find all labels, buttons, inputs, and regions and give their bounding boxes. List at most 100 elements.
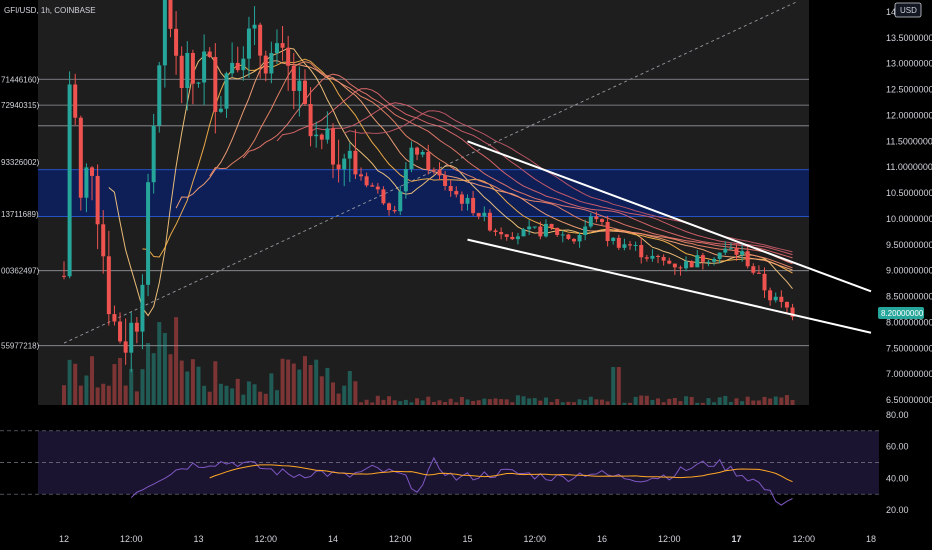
candle-body — [656, 255, 661, 257]
candle-body — [123, 341, 128, 353]
symbol-label: GFI/USD, 1h, COINBASE — [4, 6, 96, 15]
candle-body — [571, 238, 576, 242]
volume-bar — [123, 385, 128, 405]
currency-button[interactable] — [894, 2, 922, 18]
volume-bar — [510, 402, 515, 405]
dotted-trend — [63, 1, 798, 344]
volume-bar — [611, 367, 616, 405]
candle-body — [482, 212, 487, 217]
ma-line-0 — [108, 47, 793, 317]
candle-body — [297, 80, 302, 91]
candle-body — [538, 226, 543, 237]
candle-body — [409, 147, 414, 169]
volume-bar — [555, 399, 560, 405]
volume-bar — [549, 402, 554, 405]
time-axis: 12 12:00 13 12:00 14 12:00 15 12:00 16 12:00 17 12:… — [59, 534, 876, 544]
candle-body — [252, 24, 257, 29]
volume-bar — [762, 396, 767, 405]
volume-bar — [717, 397, 722, 405]
volume-bar — [134, 391, 139, 405]
volume-bar — [493, 398, 498, 405]
candle-body — [751, 266, 756, 273]
candle-body — [437, 169, 442, 176]
volume-bar — [151, 353, 156, 405]
highlight-zone — [38, 169, 809, 217]
ma-line-1 — [142, 58, 793, 274]
volume-bar — [583, 400, 588, 405]
volume-bar — [527, 398, 532, 405]
candle-body — [157, 65, 162, 126]
rsi-tick-1: 60.00 — [886, 442, 909, 452]
candle-body — [493, 230, 498, 232]
candle-body — [286, 47, 291, 66]
price-tick-11: 8.50000000 — [886, 292, 932, 302]
volume-bar — [521, 396, 526, 405]
rsi-line — [130, 456, 793, 506]
volume-bar — [487, 399, 492, 405]
rsi-axis: 80.00 60.00 40.00 20.00 — [886, 410, 909, 515]
price-tick-10: 9.00000000 — [886, 266, 932, 276]
candles — [62, 0, 795, 373]
candle-body — [134, 322, 139, 332]
volume-bar — [734, 398, 739, 405]
volume-bar — [723, 395, 728, 405]
volume-bar — [415, 398, 420, 405]
candle-body — [235, 62, 240, 71]
volume-bar — [515, 395, 520, 405]
volume-bar — [185, 371, 190, 405]
candle-body — [129, 322, 134, 353]
candle-body — [347, 150, 352, 159]
volume-bar — [162, 332, 167, 405]
volume-bar — [230, 388, 235, 405]
volume-bar — [67, 359, 72, 405]
candle-body — [331, 128, 335, 165]
rsi-lines — [130, 456, 793, 506]
candle-body — [426, 151, 431, 170]
volume-bar — [398, 401, 403, 405]
price-tick-5: 11.50000000 — [886, 136, 932, 146]
candle-body — [700, 255, 705, 262]
candle-body — [218, 108, 223, 112]
candle-body — [734, 248, 739, 255]
volume-bar — [106, 385, 111, 405]
volume-bar — [252, 384, 257, 405]
candle-body — [543, 223, 548, 237]
volume-bar — [302, 356, 307, 405]
candle-body — [415, 147, 420, 155]
candle-body — [583, 226, 588, 236]
volume-bar — [207, 391, 212, 405]
candle-body — [504, 234, 509, 237]
candle-body — [605, 221, 610, 242]
candle-body — [577, 235, 582, 242]
volume-bar — [560, 402, 565, 405]
ma-line-5 — [276, 88, 793, 259]
volume-bar — [471, 401, 476, 405]
candle-body — [672, 263, 677, 268]
volume-bar — [297, 369, 302, 405]
candle-body — [146, 182, 151, 285]
candle-body — [756, 272, 761, 274]
volume-bar — [73, 363, 78, 405]
volume-bar — [403, 399, 408, 405]
candle-body — [314, 134, 319, 137]
candle-body — [336, 164, 341, 170]
time-tick-3: 12:00 — [254, 534, 277, 544]
ma-line-3 — [209, 61, 793, 269]
volume-bar — [532, 398, 537, 405]
volume-bar — [751, 400, 756, 405]
volume-bar — [633, 396, 638, 405]
volume-bar — [616, 367, 621, 405]
volume-bar — [286, 359, 291, 405]
volume-bar — [538, 400, 543, 405]
volume-bar — [342, 385, 347, 405]
candle-body — [403, 168, 408, 192]
price-tick-15: 6.50000000 — [886, 395, 932, 405]
price-tick-8: 10.00000000 — [886, 214, 932, 224]
left-label-2: 93326002) — [1, 158, 40, 167]
candle-body — [269, 53, 274, 74]
candle-body — [661, 256, 666, 261]
candle-body — [521, 229, 526, 237]
price-tick-2: 13.00000000 — [886, 59, 932, 69]
volume-bar — [622, 402, 627, 405]
